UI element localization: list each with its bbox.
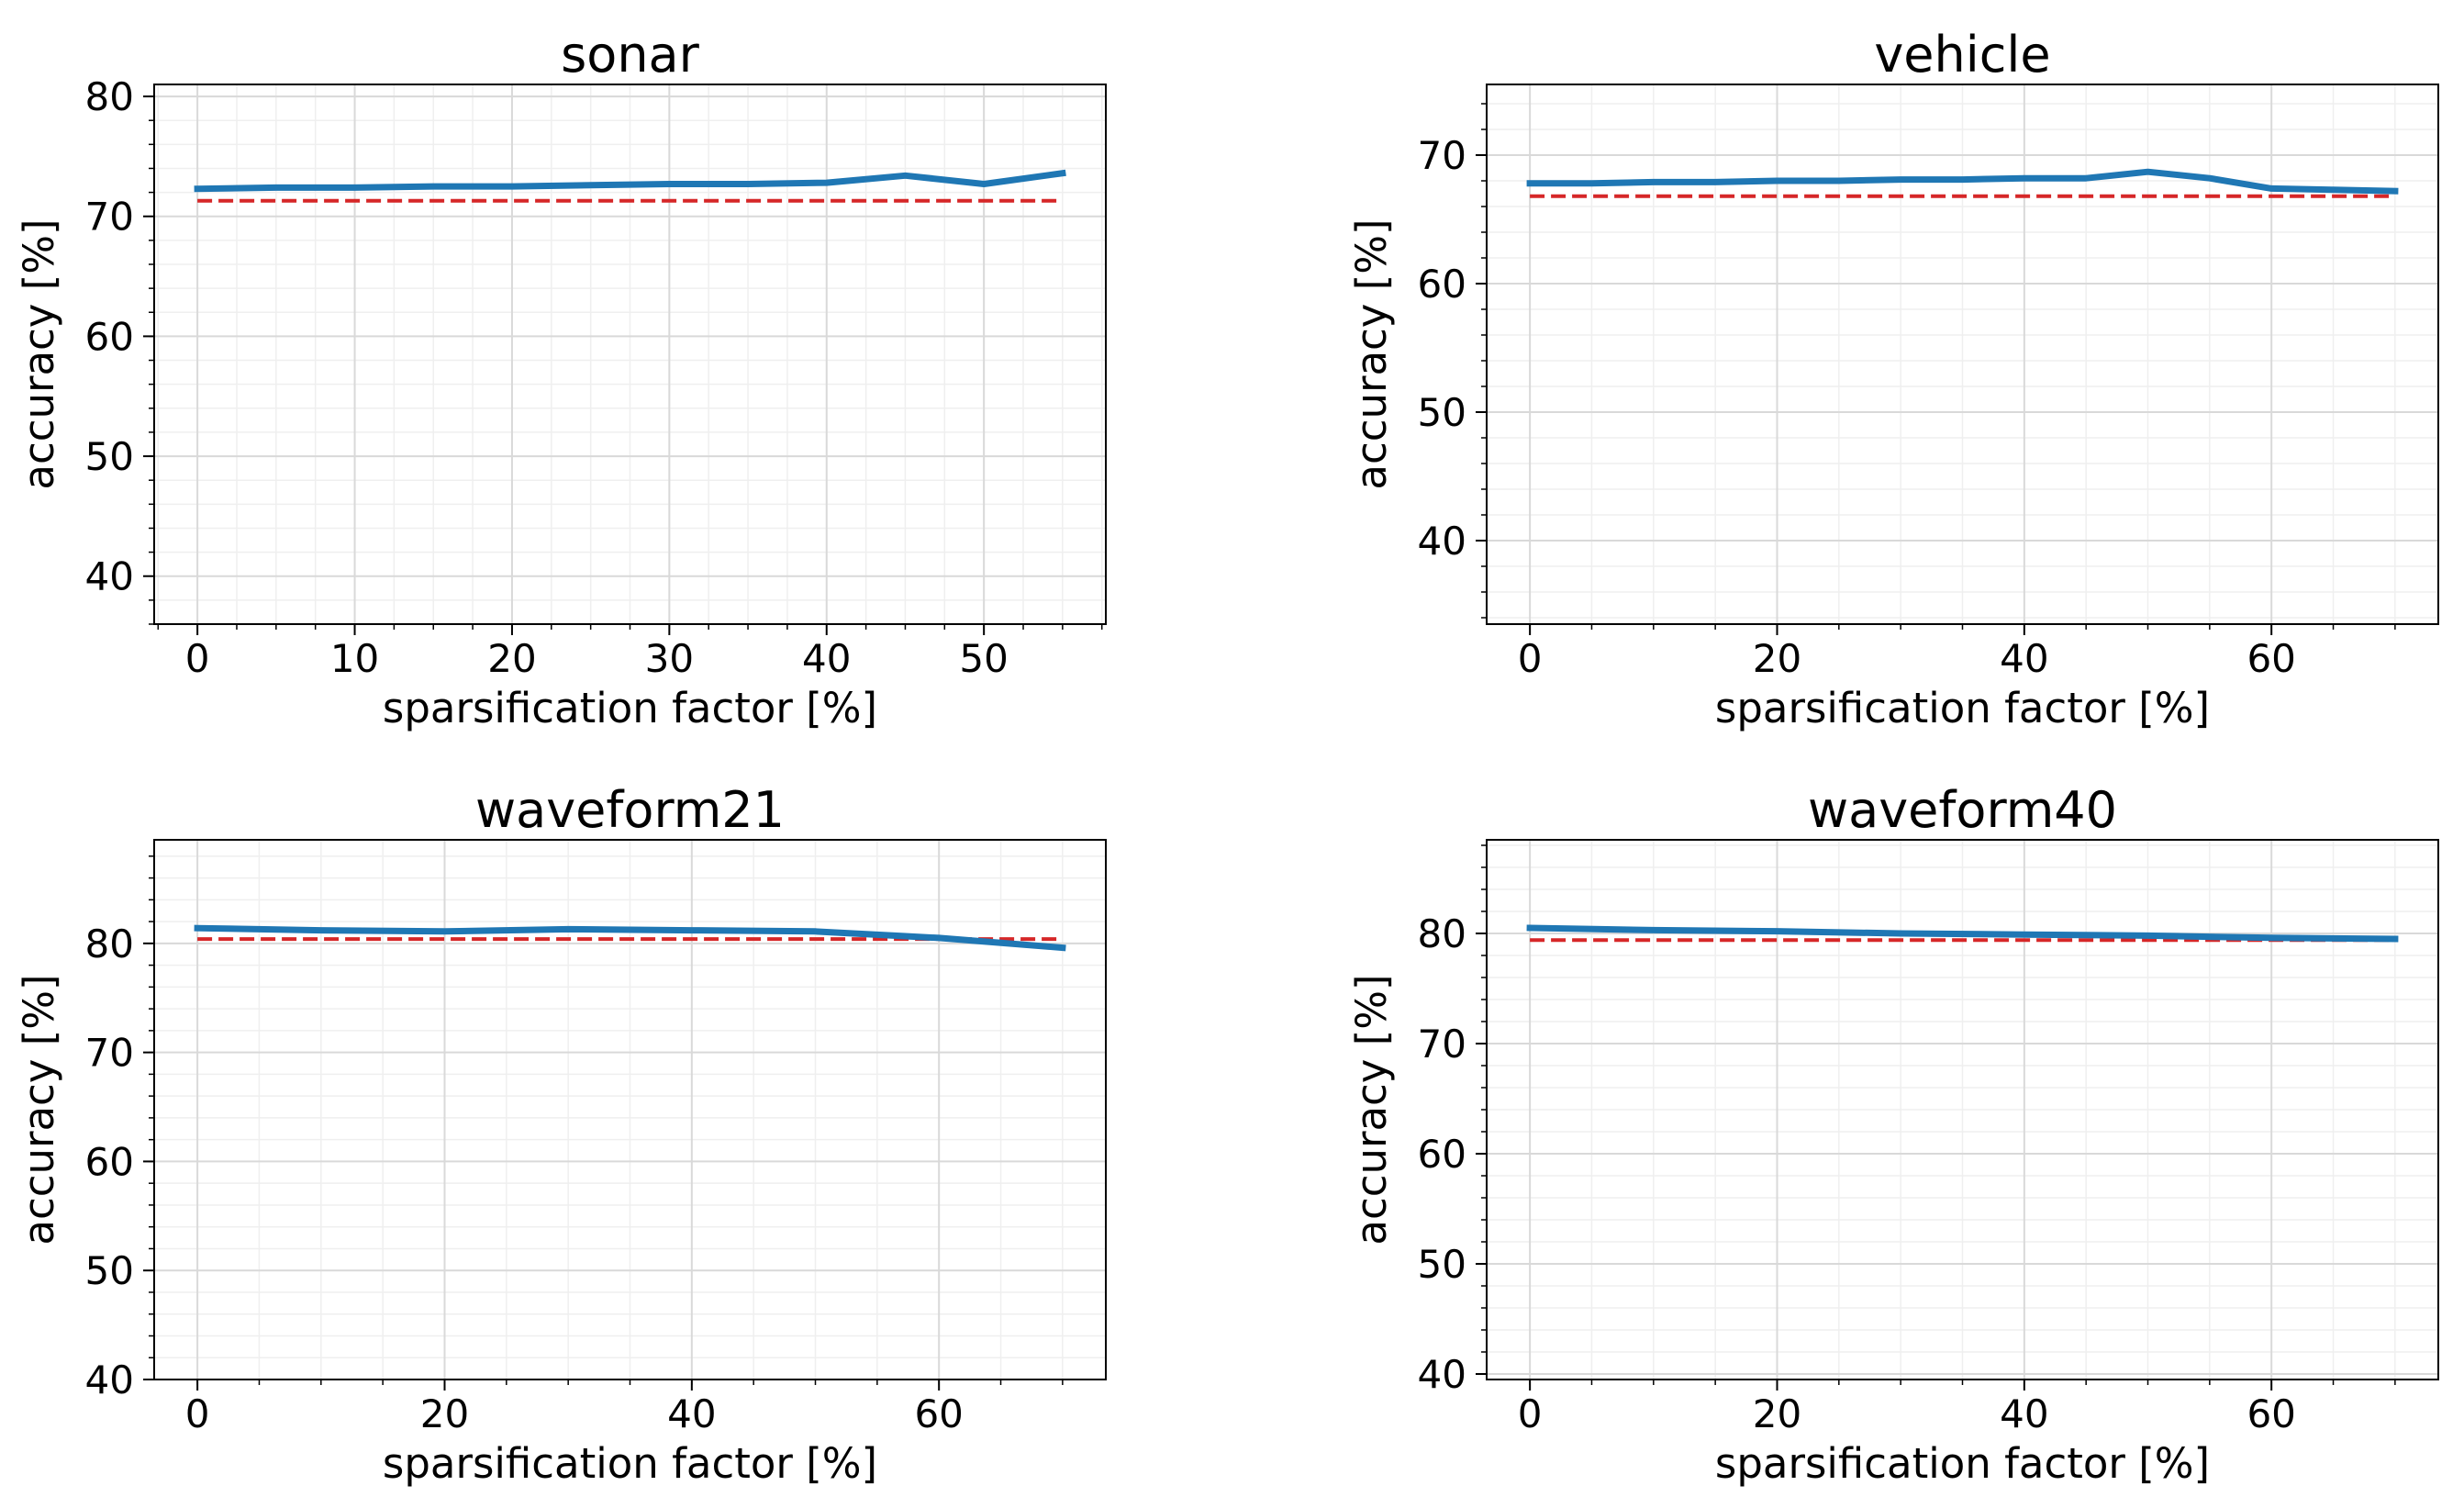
series-group — [194, 169, 1066, 203]
x-axis-label: sparsification factor [%] — [383, 1439, 877, 1488]
x-tick-label: 20 — [1753, 636, 1801, 681]
x-tick-label: 50 — [959, 636, 1008, 681]
y-tick-label: 50 — [1418, 390, 1466, 435]
minor-grid — [154, 840, 1106, 1380]
x-tick-label: 0 — [185, 636, 210, 681]
y-tick-label: 50 — [1418, 1242, 1466, 1287]
x-tick-label: 30 — [645, 636, 694, 681]
y-axis-label: accuracy [%] — [1347, 218, 1396, 489]
minor-ticks — [1481, 844, 2396, 1385]
y-axis-label: accuracy [%] — [15, 218, 63, 489]
x-tick-label: 10 — [330, 636, 379, 681]
major-grid — [1487, 84, 2438, 624]
x-tick-label: 20 — [1753, 1391, 1801, 1436]
y-tick-label: 40 — [1418, 519, 1466, 564]
chart-title: sonar — [561, 26, 699, 84]
x-axis-label: sparsification factor [%] — [383, 684, 877, 732]
y-tick-label: 40 — [1418, 1352, 1466, 1397]
y-tick-label: 70 — [85, 1031, 134, 1076]
x-tick-label: 40 — [802, 636, 851, 681]
chart-waveform21: 0 20 40 60 40 50 60 70 80 waveform21 sparsificatio… — [15, 781, 1107, 1488]
major-grid — [154, 84, 1106, 624]
chart-title: waveform40 — [1808, 781, 2117, 839]
chart-sonar: 0 10 20 30 40 50 40 50 60 70 80 sonar sparsification… — [15, 26, 1107, 732]
y-tick-label: 70 — [1418, 133, 1466, 178]
x-tick-label: 20 — [487, 636, 536, 681]
series-group — [194, 924, 1066, 952]
y-tick-label: 60 — [85, 1139, 134, 1184]
y-tick-label: 80 — [1418, 911, 1466, 956]
minor-grid — [1487, 840, 2438, 1380]
x-axis-label: sparsification factor [%] — [1715, 684, 2210, 732]
x-tick-label: 60 — [2247, 636, 2295, 681]
y-tick-label: 80 — [85, 74, 134, 119]
chart-vehicle: 0 20 40 60 40 50 60 70 vehicle sparsification fac… — [1347, 26, 2439, 732]
y-tick-label: 40 — [85, 554, 134, 599]
x-tick-label: 0 — [1518, 1391, 1543, 1436]
x-tick-label: 40 — [667, 1391, 716, 1436]
accuracy-line — [194, 169, 1066, 193]
x-tick-label: 20 — [420, 1391, 469, 1436]
x-axis-label: sparsification factor [%] — [1715, 1439, 2210, 1488]
x-tick-label: 0 — [185, 1391, 210, 1436]
y-tick-label: 50 — [85, 434, 134, 479]
chart-waveform40: 0 20 40 60 40 50 60 70 80 waveform40 sparsificatio… — [1347, 781, 2439, 1488]
accuracy-line — [1526, 168, 2399, 195]
y-axis-label: accuracy [%] — [1347, 974, 1396, 1245]
x-tick-label: 0 — [1518, 636, 1543, 681]
chart-title: waveform21 — [475, 781, 785, 839]
y-tick-label: 60 — [1418, 262, 1466, 307]
accuracy-line — [194, 924, 1066, 952]
minor-grid — [1487, 84, 2438, 624]
y-tick-label: 40 — [85, 1357, 134, 1402]
series-group — [1526, 168, 2399, 198]
y-axis-label: accuracy [%] — [15, 974, 63, 1245]
y-tick-label: 50 — [85, 1248, 134, 1293]
y-tick-label: 70 — [1418, 1022, 1466, 1067]
y-tick-label: 80 — [85, 922, 134, 966]
y-tick-label: 70 — [85, 195, 134, 240]
y-tick-label: 60 — [1418, 1132, 1466, 1177]
chart-title: vehicle — [1874, 26, 2050, 84]
minor-ticks — [149, 95, 1103, 630]
x-tick-label: 40 — [2000, 1391, 2048, 1436]
x-tick-label: 60 — [914, 1391, 963, 1436]
accuracy-line — [1526, 924, 2399, 943]
series-group — [1526, 924, 2399, 943]
x-tick-label: 40 — [2000, 636, 2048, 681]
y-tick-label: 60 — [85, 314, 134, 359]
minor-grid — [154, 84, 1106, 624]
x-tick-label: 60 — [2247, 1391, 2295, 1436]
